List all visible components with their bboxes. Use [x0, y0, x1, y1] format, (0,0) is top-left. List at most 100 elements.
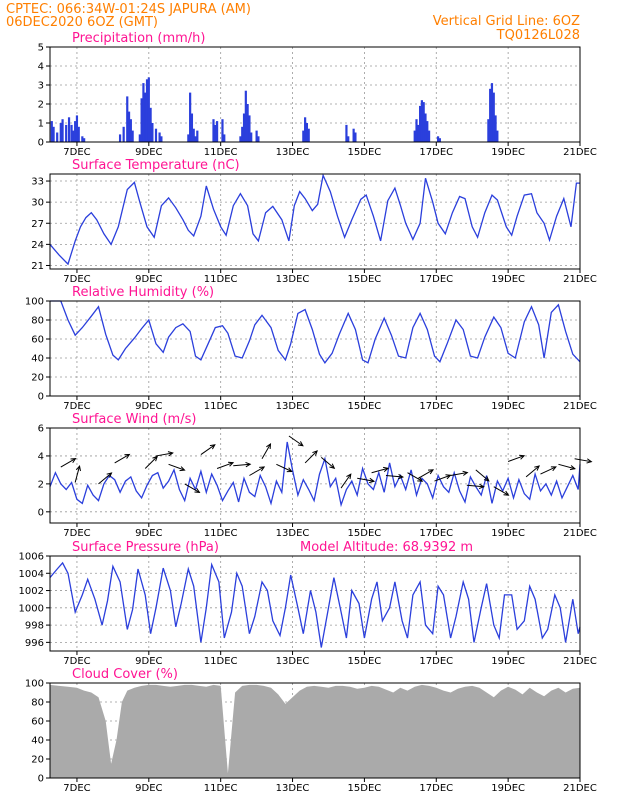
precip-bar — [74, 121, 77, 142]
y-tick-label: 2 — [38, 100, 44, 111]
wind-arrow — [168, 463, 186, 472]
wind-arrow — [450, 470, 469, 476]
x-tick-label: 7DEC — [63, 656, 90, 667]
precip-bar — [160, 136, 163, 142]
wind-arrow-shaft — [540, 466, 557, 475]
x-tick-label: 7DEC — [63, 274, 90, 285]
wind-arrow-shaft — [144, 456, 158, 469]
wind-arrow-head — [417, 476, 424, 482]
x-tick-label: 13DEC — [276, 274, 310, 285]
model-altitude-label: Model Altitude: 68.9392 m — [300, 540, 473, 555]
wind-arrow-head — [329, 463, 336, 470]
x-tick-label: 9DEC — [135, 401, 162, 412]
temp-series-line — [49, 173, 580, 266]
wind-arrow — [475, 469, 490, 482]
wind-arrow-shaft — [60, 458, 76, 468]
precip-bar — [257, 136, 260, 142]
wind-arrow — [525, 465, 541, 478]
y-tick-label: 60 — [31, 335, 44, 346]
wind-arrow-shaft — [261, 443, 271, 459]
precip-bar — [131, 130, 134, 142]
precip-bar — [438, 138, 441, 142]
x-tick-label: 21DEC — [563, 274, 597, 285]
wind-arrow-head — [209, 444, 216, 450]
wind-arrow-shaft — [371, 467, 389, 474]
y-tick-label: 5 — [38, 43, 44, 54]
panel-surface-wind: Surface Wind (m/s) 0 2 4 6 7DEC 9DEC 11DEC 13DE… — [38, 412, 597, 539]
x-tick-label: 13DEC — [276, 656, 310, 667]
wind-arrow-head — [179, 466, 186, 472]
precip-bar — [144, 92, 147, 142]
x-tick-label: 19DEC — [491, 528, 525, 539]
precip-bar — [345, 124, 348, 142]
y-tick-label: 80 — [31, 698, 44, 709]
precip-bar — [154, 128, 158, 142]
precip-bar — [221, 119, 224, 142]
wind-arrow-shaft — [434, 474, 451, 482]
precip-bar — [61, 119, 64, 142]
wind-arrow-head — [445, 474, 452, 480]
precip-bar — [81, 136, 84, 142]
x-tick-label: 11DEC — [204, 528, 238, 539]
wind-arrow-shaft — [385, 475, 403, 478]
wind-arrow-head — [245, 461, 252, 468]
wind-arrow-head — [462, 470, 469, 476]
wind-arrow — [261, 443, 272, 459]
precip-bar — [255, 130, 258, 142]
y-tick-label: 30 — [31, 198, 44, 209]
precip-bar — [417, 124, 420, 142]
x-tick-label: 19DEC — [491, 401, 525, 412]
precip-bar — [215, 121, 219, 142]
precip-bar — [189, 92, 192, 142]
y-tick-label: 4 — [38, 62, 44, 73]
wind-arrow-head — [70, 458, 77, 464]
x-tick-label: 11DEC — [204, 147, 238, 158]
wind-arrow-shaft — [466, 484, 484, 488]
y-tick-label: 21 — [31, 261, 44, 272]
wind-arrow-head — [106, 472, 113, 478]
precip-bar — [56, 132, 59, 142]
wind-arrow — [418, 469, 435, 479]
plot-frame — [49, 173, 581, 270]
wind-arrow-head — [194, 487, 201, 493]
precip-bar — [241, 126, 244, 142]
precip-bar — [212, 119, 215, 142]
x-tick-label: 17DEC — [419, 147, 453, 158]
precip-bar — [496, 130, 499, 142]
wind-arrow-head — [503, 490, 510, 496]
x-tick-label: 15DEC — [348, 656, 382, 667]
precip-bar — [77, 126, 80, 142]
precip-bar — [305, 123, 309, 142]
wind-arrow — [466, 483, 485, 490]
wind-arrow-head — [152, 455, 159, 462]
precip-bar — [75, 115, 79, 142]
wind-arrow-head — [550, 466, 557, 472]
precip-bar — [246, 104, 249, 142]
precip-bar — [489, 88, 492, 142]
wind-arrow-shaft — [98, 472, 112, 485]
wind-arrow-shaft — [558, 463, 575, 470]
precip-bar — [118, 134, 122, 142]
x-tick-label: 13DEC — [276, 528, 310, 539]
precip-bar — [347, 136, 350, 142]
precip-bar — [151, 123, 154, 142]
wind-arrow-shaft — [114, 453, 130, 464]
wind-arrow-shaft — [340, 473, 352, 489]
wind-arrow-head — [297, 441, 304, 447]
wind-arrow-shaft — [407, 472, 423, 482]
x-tick-label: 19DEC — [491, 783, 525, 794]
x-tick-label: 11DEC — [204, 274, 238, 285]
wind-arrow-head — [266, 443, 272, 450]
precip-bar — [239, 136, 242, 142]
wind-arrow-shaft — [155, 452, 173, 457]
wind-arrow — [144, 455, 159, 469]
precip-bar — [352, 128, 355, 142]
x-tick-label: 13DEC — [276, 783, 310, 794]
panel-title-pressure: Surface Pressure (hPa) — [72, 540, 219, 555]
y-tick-label: 100 — [25, 297, 44, 308]
y-tick-label: 40 — [31, 354, 44, 365]
wind-arrow — [320, 456, 336, 470]
x-tick-label: 15DEC — [348, 274, 382, 285]
panel-title-temperature: Surface Temperature (nC) — [72, 158, 240, 173]
precip-bar — [72, 130, 75, 142]
